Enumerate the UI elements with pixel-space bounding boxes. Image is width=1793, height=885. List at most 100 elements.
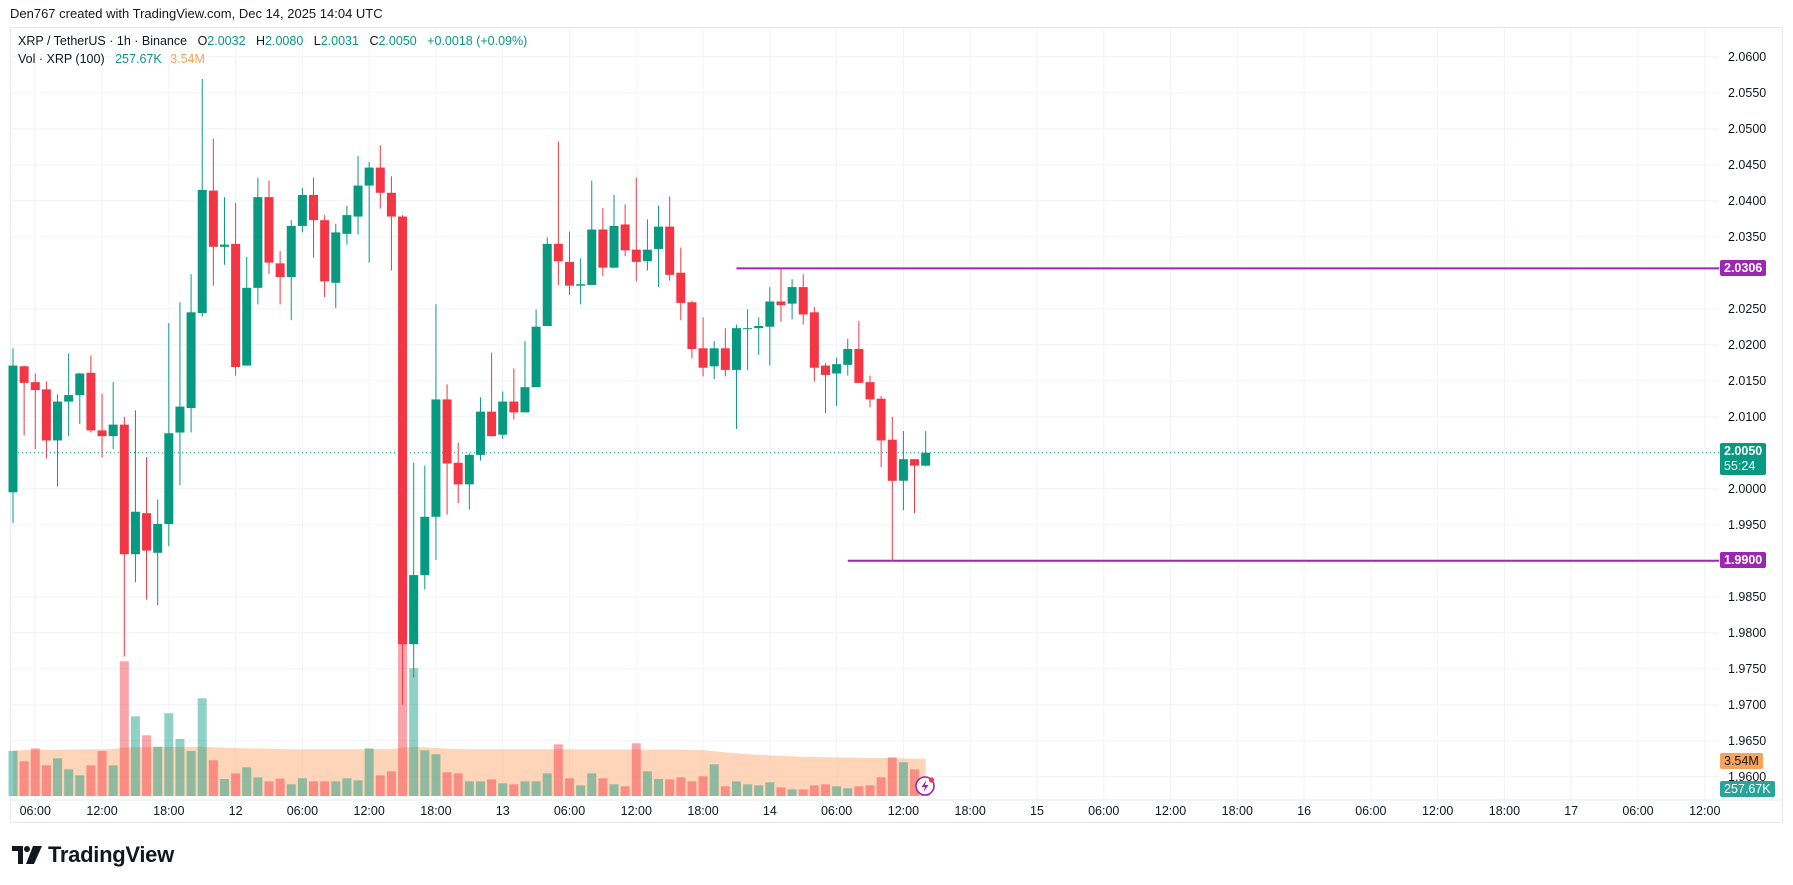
candle-body: [542, 243, 552, 326]
candle-down: [687, 300, 697, 359]
candle-body: [698, 348, 708, 368]
candle-down: [320, 215, 330, 298]
candle-down: [676, 247, 686, 321]
volume-legend[interactable]: Vol · XRP (100) 257.67K 3.54M: [18, 52, 205, 66]
current-price-tag: 2.0050 55:24: [1720, 443, 1767, 475]
candle-down: [720, 328, 730, 377]
candle-body: [386, 192, 396, 217]
candle-down: [375, 145, 385, 209]
candle-down: [865, 375, 875, 408]
candle-body: [743, 328, 753, 330]
chart-attribution: Den767 created with TradingView.com, Dec…: [10, 6, 383, 21]
volume-bar: [41, 765, 51, 796]
candle-body: [30, 382, 40, 391]
volume-bar: [242, 767, 252, 796]
candle-body: [487, 411, 497, 437]
candle-body: [475, 411, 485, 455]
volume-bar: [208, 760, 218, 796]
volume-bar: [186, 750, 196, 796]
tradingview-logo[interactable]: TradingView: [12, 842, 174, 868]
candle-body: [375, 167, 385, 193]
candle-body: [64, 395, 74, 402]
candle-body: [398, 216, 408, 645]
time-axis[interactable]: 06:00 12:00 18:00 12 06:00 12:00 18:00 13 06:00 1…: [20, 804, 1721, 818]
candle-up: [498, 391, 508, 440]
time-tick-label: 12:00: [86, 804, 117, 818]
volume-bar: [698, 776, 708, 796]
candle-up: [409, 462, 419, 678]
volume-bar: [565, 778, 574, 796]
candle-down: [776, 268, 786, 322]
candle-down: [30, 373, 40, 450]
candle-body: [153, 523, 163, 553]
horizontal-levels[interactable]: [736, 267, 1719, 562]
candle-down: [809, 307, 819, 382]
candle-body: [309, 194, 319, 221]
low-label: L: [313, 34, 321, 48]
candle-body: [320, 220, 330, 282]
time-tick-label: 12:00: [1422, 804, 1453, 818]
volume-bar: [164, 713, 174, 796]
volume-bar: [19, 761, 29, 796]
candle-up: [186, 274, 196, 433]
candle-down: [620, 204, 630, 257]
candle-up: [787, 279, 797, 320]
candle-body: [275, 263, 285, 278]
candle-body: [86, 372, 96, 431]
volume-bar: [687, 781, 697, 796]
candle-body: [809, 312, 819, 368]
candle-body: [731, 328, 741, 370]
candle-down: [910, 459, 920, 514]
candle-down: [97, 393, 107, 458]
candle-body: [910, 459, 920, 466]
candle-up: [342, 205, 352, 245]
volume-bar: [386, 771, 396, 796]
volume-bar: [720, 786, 730, 796]
candle-up: [420, 465, 430, 590]
price-tick-label: 2.0100: [1728, 410, 1766, 424]
candle-body: [219, 244, 229, 247]
price-tick-label: 1.9600: [1728, 770, 1766, 784]
candle-up: [475, 397, 485, 461]
volume-bar: [97, 750, 107, 796]
candle-up: [64, 353, 74, 437]
time-tick-label: 06:00: [287, 804, 318, 818]
volume-bar: [776, 787, 786, 796]
candle-body: [208, 190, 218, 247]
volume-bar: [843, 788, 853, 796]
candle-body: [776, 301, 786, 306]
volume-value: 257.67K: [115, 52, 162, 66]
candle-body: [887, 439, 897, 481]
volume-bar: [509, 784, 519, 796]
volume-bar: [743, 784, 753, 796]
candle-body: [654, 226, 664, 249]
volume-bar: [409, 668, 419, 796]
symbol-legend[interactable]: XRP / TetherUS · 1h · Binance O2.0032 H2…: [18, 34, 527, 48]
candle-up: [743, 309, 753, 370]
alert-button[interactable]: [915, 776, 935, 796]
volume-bar: [364, 748, 374, 796]
candle-up: [219, 197, 229, 265]
candle-down: [86, 355, 96, 433]
volume-bar: [498, 783, 508, 796]
logo-text: TradingView: [48, 842, 174, 867]
volume-bar: [197, 698, 207, 796]
time-tick-label: 18:00: [687, 804, 718, 818]
candle-body: [19, 366, 29, 383]
price-axis[interactable]: 2.0600 2.0550 2.0500 2.0450 2.0400 2.0350 2.02…: [1728, 50, 1766, 784]
volume-bar: [665, 779, 675, 796]
price-tick-label: 1.9800: [1728, 626, 1766, 640]
price-tick-label: 2.0500: [1728, 122, 1766, 136]
volume-bar: [320, 781, 330, 796]
candle-up: [253, 177, 263, 305]
candle-body: [509, 401, 519, 413]
volume-bar: [865, 785, 875, 796]
volume-bar: [531, 781, 541, 796]
candle-body: [253, 197, 263, 288]
price-tick-label: 2.0550: [1728, 86, 1766, 100]
volume-bar: [910, 769, 920, 796]
price-tick-label: 1.9650: [1728, 734, 1766, 748]
candle-up: [464, 453, 474, 510]
volume-bar: [297, 778, 307, 796]
